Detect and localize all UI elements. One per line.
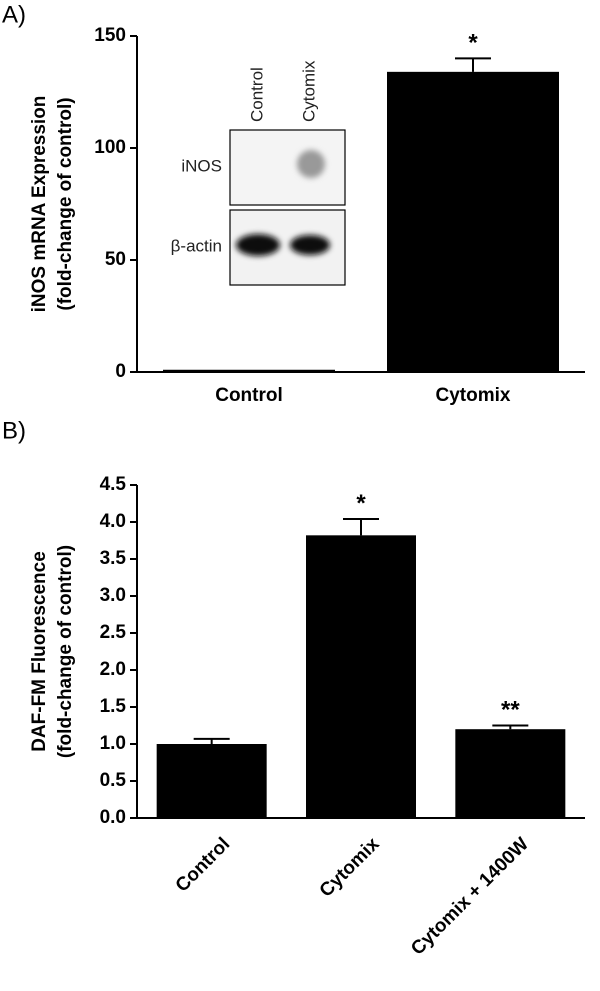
error-bar bbox=[492, 724, 529, 730]
x-tick-label: Cytomix + 1400W bbox=[407, 834, 533, 960]
significance-mark: ** bbox=[501, 697, 520, 724]
y-tick-label: 50 bbox=[105, 249, 126, 270]
y-tick-label: 150 bbox=[94, 25, 126, 46]
y-tick-label: 100 bbox=[94, 137, 126, 158]
y-tick-label: 3.5 bbox=[100, 548, 127, 569]
significance-mark: * bbox=[356, 490, 366, 517]
error-bar bbox=[455, 57, 491, 72]
y-axis-label: DAF-FM Fluorescence bbox=[29, 551, 50, 752]
y-tick-label: 4.5 bbox=[100, 474, 127, 495]
blot-band bbox=[236, 234, 280, 256]
significance-mark: * bbox=[468, 29, 478, 56]
blot-box bbox=[229, 129, 346, 206]
y-tick-label: 1.0 bbox=[100, 733, 126, 754]
x-tick-label: Cytomix bbox=[316, 833, 384, 901]
y-tick-label: 3.0 bbox=[100, 585, 126, 606]
y-tick-label: 0 bbox=[115, 361, 126, 382]
inset-column-label: Cytomix bbox=[299, 60, 318, 122]
y-tick-label: 0.0 bbox=[100, 807, 126, 828]
x-tick-label: Control bbox=[215, 385, 283, 406]
bar bbox=[156, 744, 267, 818]
blot-band bbox=[297, 150, 325, 178]
y-tick-label: 1.5 bbox=[100, 696, 127, 717]
y-tick-label: 0.5 bbox=[100, 770, 127, 791]
bar bbox=[163, 369, 335, 372]
inset-column-label: Control bbox=[247, 67, 266, 122]
bar bbox=[455, 729, 566, 818]
panel-label: B) bbox=[2, 417, 26, 444]
y-tick-label: 2.0 bbox=[100, 659, 126, 680]
blot-band bbox=[290, 235, 330, 255]
y-axis-label: (fold-change of control) bbox=[55, 545, 76, 758]
x-tick-label: Cytomix bbox=[436, 385, 511, 406]
inset-row-label: β-actin bbox=[171, 236, 222, 255]
y-axis-label: iNOS mRNA Expression bbox=[29, 96, 50, 313]
y-tick-label: 4.0 bbox=[100, 511, 126, 532]
panel-label: A) bbox=[2, 1, 26, 28]
error-bar bbox=[193, 737, 230, 744]
bar bbox=[306, 535, 416, 818]
inset-blot bbox=[229, 129, 346, 286]
y-tick-label: 2.5 bbox=[100, 622, 127, 643]
inset-row-label: iNOS bbox=[181, 156, 222, 175]
error-bar bbox=[343, 518, 379, 536]
y-axis-label: (fold-change of control) bbox=[55, 97, 76, 310]
x-tick-label: Control bbox=[172, 834, 235, 897]
bar bbox=[387, 71, 559, 372]
